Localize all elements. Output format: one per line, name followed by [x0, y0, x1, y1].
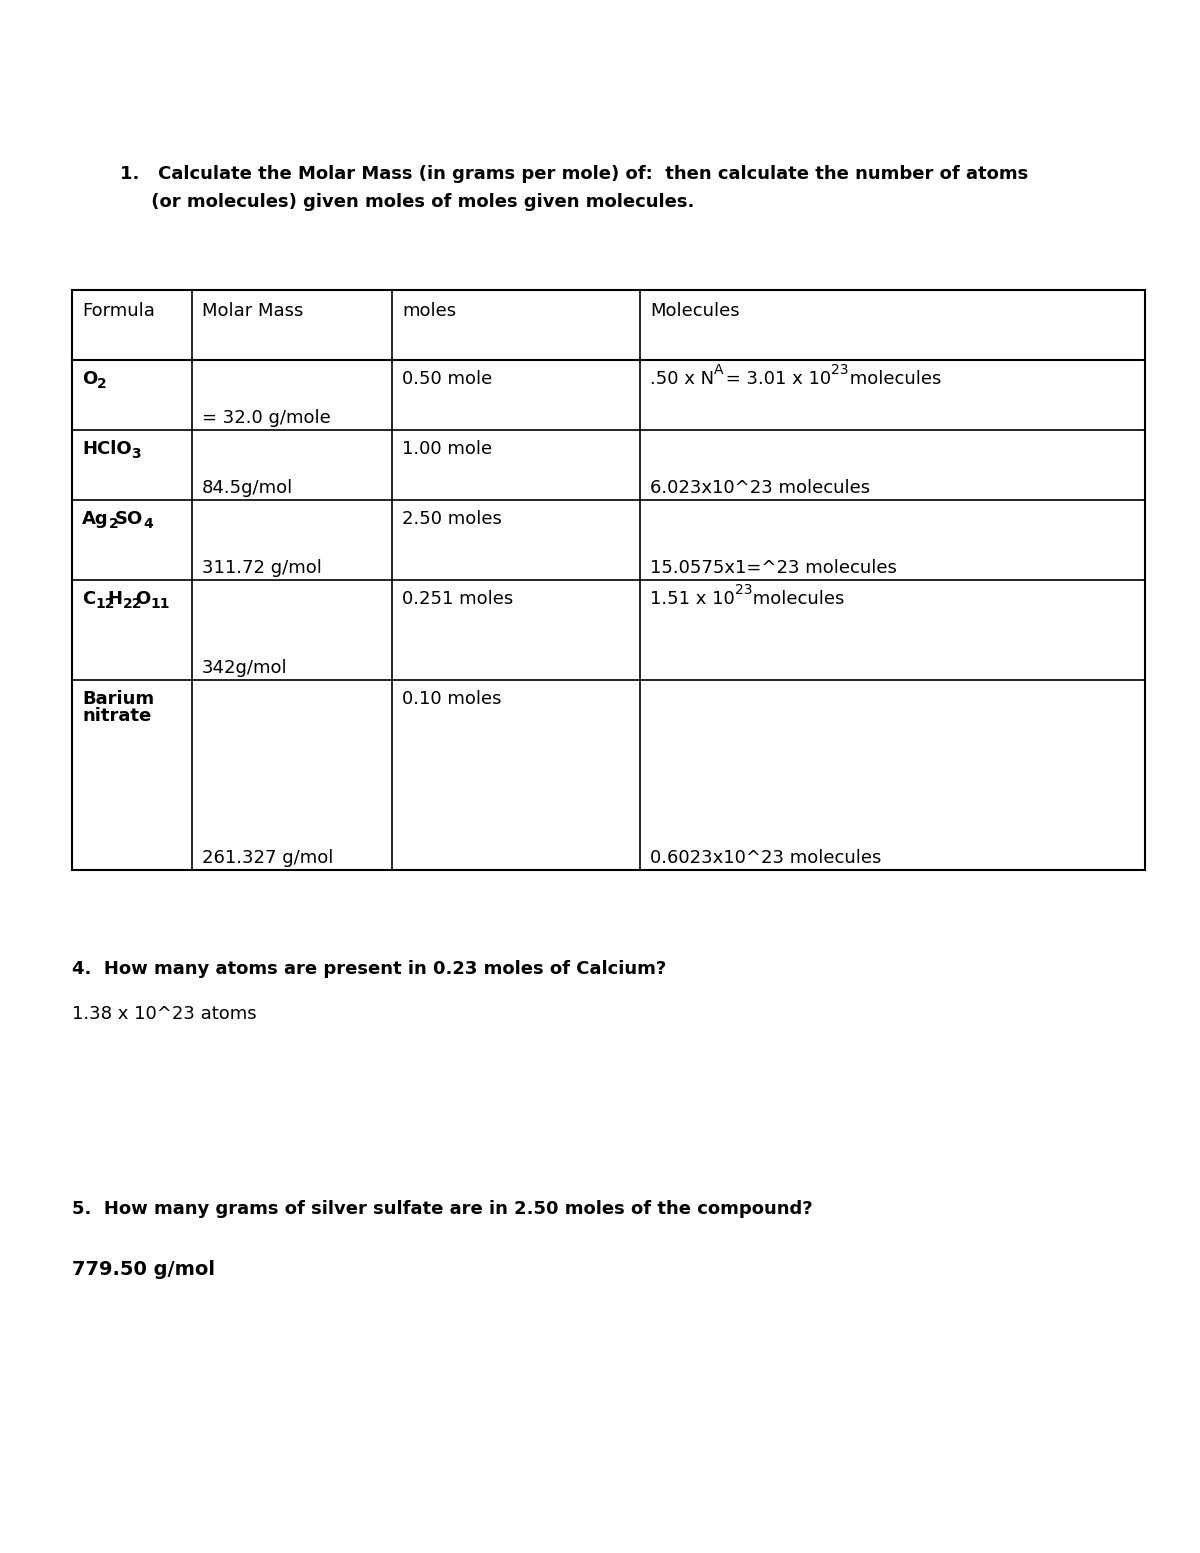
Text: nitrate: nitrate: [82, 707, 151, 725]
Text: 11: 11: [150, 598, 170, 612]
Text: moles: moles: [402, 301, 456, 320]
Text: 2: 2: [97, 377, 107, 391]
Text: 0.251 moles: 0.251 moles: [402, 590, 514, 609]
Text: molecules: molecules: [748, 590, 845, 609]
Text: 1.38 x 10^23 atoms: 1.38 x 10^23 atoms: [72, 1005, 257, 1023]
Text: .50 x N: .50 x N: [650, 370, 714, 388]
Text: 2.50 moles: 2.50 moles: [402, 509, 502, 528]
Text: H: H: [108, 590, 122, 609]
Text: 0.50 mole: 0.50 mole: [402, 370, 492, 388]
Text: 1.51 x 10: 1.51 x 10: [650, 590, 734, 609]
Text: 4: 4: [143, 517, 152, 531]
Text: 23: 23: [734, 582, 752, 596]
Text: 5.  How many grams of silver sulfate are in 2.50 moles of the compound?: 5. How many grams of silver sulfate are …: [72, 1200, 812, 1218]
Text: 3: 3: [132, 447, 142, 461]
Text: 12: 12: [95, 598, 115, 612]
Text: = 3.01 x 10: = 3.01 x 10: [720, 370, 832, 388]
Text: 311.72 g/mol: 311.72 g/mol: [202, 559, 322, 578]
Text: 261.327 g/mol: 261.327 g/mol: [202, 849, 334, 867]
Text: 1.   Calculate the Molar Mass (in grams per mole) of:  then calculate the number: 1. Calculate the Molar Mass (in grams pe…: [120, 165, 1028, 183]
Text: 84.5g/mol: 84.5g/mol: [202, 478, 293, 497]
Text: 779.50 g/mol: 779.50 g/mol: [72, 1259, 215, 1280]
Text: SO: SO: [115, 509, 143, 528]
Text: 23: 23: [832, 363, 848, 377]
Text: 0.10 moles: 0.10 moles: [402, 690, 502, 708]
Text: 22: 22: [122, 598, 142, 612]
Text: 4.  How many atoms are present in 0.23 moles of Calcium?: 4. How many atoms are present in 0.23 mo…: [72, 960, 666, 978]
Text: Molar Mass: Molar Mass: [202, 301, 304, 320]
Text: 15.0575x1=^23 molecules: 15.0575x1=^23 molecules: [650, 559, 896, 578]
Text: 1.00 mole: 1.00 mole: [402, 439, 492, 458]
Text: A: A: [714, 363, 724, 377]
Text: O: O: [82, 370, 97, 388]
Text: Molecules: Molecules: [650, 301, 739, 320]
Text: Formula: Formula: [82, 301, 155, 320]
Text: 6.023x10^23 molecules: 6.023x10^23 molecules: [650, 478, 870, 497]
Text: 0.6023x10^23 molecules: 0.6023x10^23 molecules: [650, 849, 881, 867]
Text: HClO: HClO: [82, 439, 132, 458]
Text: Barium: Barium: [82, 690, 154, 708]
Text: = 32.0 g/mole: = 32.0 g/mole: [202, 408, 331, 427]
Text: O: O: [136, 590, 150, 609]
Text: Ag: Ag: [82, 509, 109, 528]
Text: molecules: molecules: [844, 370, 941, 388]
Text: (or molecules) given moles of moles given molecules.: (or molecules) given moles of moles give…: [120, 193, 695, 211]
Text: 342g/mol: 342g/mol: [202, 658, 288, 677]
Text: 2: 2: [109, 517, 119, 531]
Text: C: C: [82, 590, 95, 609]
